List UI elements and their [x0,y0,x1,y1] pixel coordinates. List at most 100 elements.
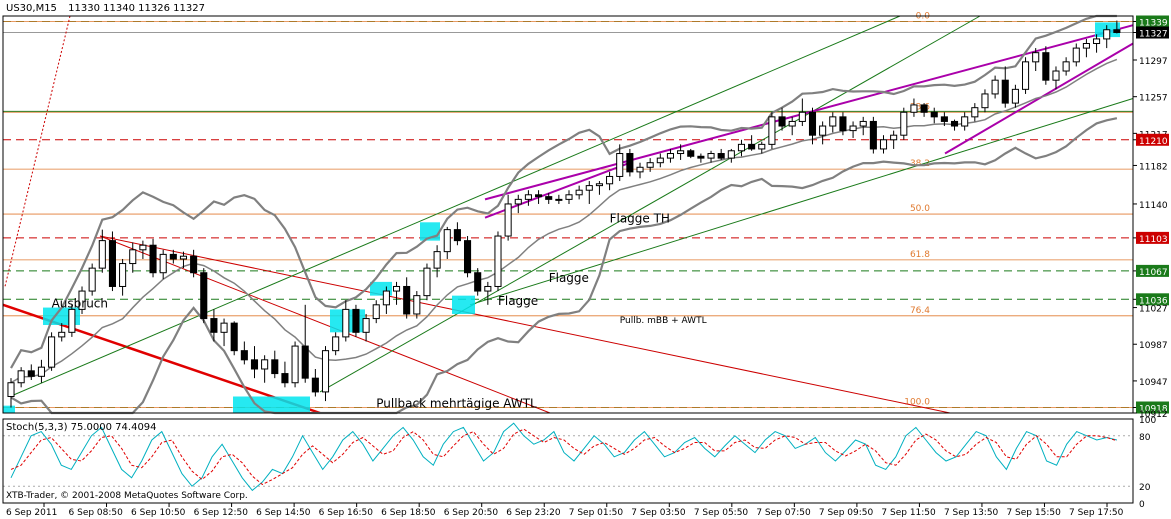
candle-body [991,79,999,95]
price-tag [1136,401,1169,414]
candle-body [788,120,796,127]
price-tick-label: 11297 [1139,57,1168,67]
candle-body [1042,52,1050,81]
time-label: 7 Sep 05:50 [694,508,749,518]
fib-label: 100.0 [904,397,930,407]
candle-body [656,157,664,164]
candle-body [524,194,532,200]
price-tag [1136,293,1169,306]
candle-body [494,235,502,287]
candle-body [78,290,86,310]
time-label: 6 Sep 23:20 [506,508,561,518]
annotation-label: Flagge TH [610,211,670,225]
candle-body [362,318,370,333]
candle-body [149,244,157,274]
candle-body [778,116,786,127]
price-tag [1136,26,1169,39]
candle-body [200,272,208,320]
candle-body [595,183,603,187]
candle-body [169,253,177,260]
candle-body [565,194,573,200]
candle-body [1113,29,1121,34]
time-label: 6 Sep 16:50 [319,508,374,518]
highlight-zone [452,295,475,314]
candle-body [961,116,969,127]
price-tick-label: 11140 [1139,201,1168,211]
stoch-plot-frame [2,418,1134,504]
candle-body [950,120,959,127]
candle-body [717,153,725,159]
candle-body [900,111,908,136]
candle-body [108,240,116,287]
candle-body [58,331,66,338]
candle-body [1032,52,1040,63]
fib-label: 76.4 [910,306,930,316]
candle-body [1011,88,1019,104]
candle-body [910,104,918,113]
trend-line [4,15,71,287]
price-tick-label: 10987 [1139,341,1168,351]
candle-body [890,134,898,141]
candle-body [575,189,583,196]
price-tick-label: 11027 [1139,305,1168,315]
candle-body [159,253,167,274]
candle-body [17,370,25,384]
time-label: 6 Sep 2011 [6,508,57,518]
annotation-label: Flagge [549,271,589,285]
candle-body [606,175,614,185]
time-label: 6 Sep 10:50 [131,508,186,518]
candle-body [301,345,309,379]
candle-body [839,116,847,132]
fib-label: 0.0 [916,12,931,22]
annotation-label: Ausbruch [52,297,108,311]
candle-body [555,198,563,201]
candle-body [433,251,441,269]
time-label: 7 Sep 17:50 [1069,508,1124,518]
candle-body [849,125,857,132]
candle-body [413,295,421,315]
time-label: 7 Sep 07:50 [756,508,811,518]
watermark-text: XTB-Trader, © 2001-2008 MetaQuotes Softw… [6,491,248,501]
bollinger-band [10,117,1118,415]
candle-body [250,359,259,370]
candle-body [1082,43,1090,49]
candle-body [240,350,248,361]
annotation-label: Pullback mehrtägige AWTL [376,396,537,410]
candle-body [484,285,492,292]
price-tick-label: 11257 [1139,94,1168,104]
candle-body [930,111,938,118]
candle-body [666,153,674,159]
fib-label: 50.0 [910,204,930,214]
candle-body [392,285,401,292]
price-tag-label: 11036 [1139,296,1168,306]
candle-body [1001,79,1009,104]
candle-body [372,304,380,320]
trend-line [944,42,1134,155]
candle-body [727,150,735,159]
candle-body [626,153,634,173]
candle-body [981,93,989,109]
candle-body [88,267,96,292]
candle-body [464,240,472,274]
candle-body [616,153,624,177]
highlight-zone [3,405,15,413]
candle-body [1093,38,1101,45]
candle-body [119,263,127,287]
candle-body [311,377,319,393]
candle-body [403,285,411,315]
trend-line [319,15,981,393]
candle-body [697,155,705,159]
candle-body [819,125,827,136]
candle-body [27,370,35,377]
candle-body [281,373,289,384]
candle-body [321,350,330,393]
candle-body [646,162,654,168]
price-tag [1136,15,1169,28]
ohlc-close: 11327 [173,3,205,14]
stoch-tick-label: 0 [1139,500,1145,510]
candle-body [129,249,137,265]
price-tag-label: 11339 [1139,19,1168,29]
candle-body [514,198,522,205]
candle-body [68,308,76,333]
price-tick-label: 11182 [1139,162,1168,172]
